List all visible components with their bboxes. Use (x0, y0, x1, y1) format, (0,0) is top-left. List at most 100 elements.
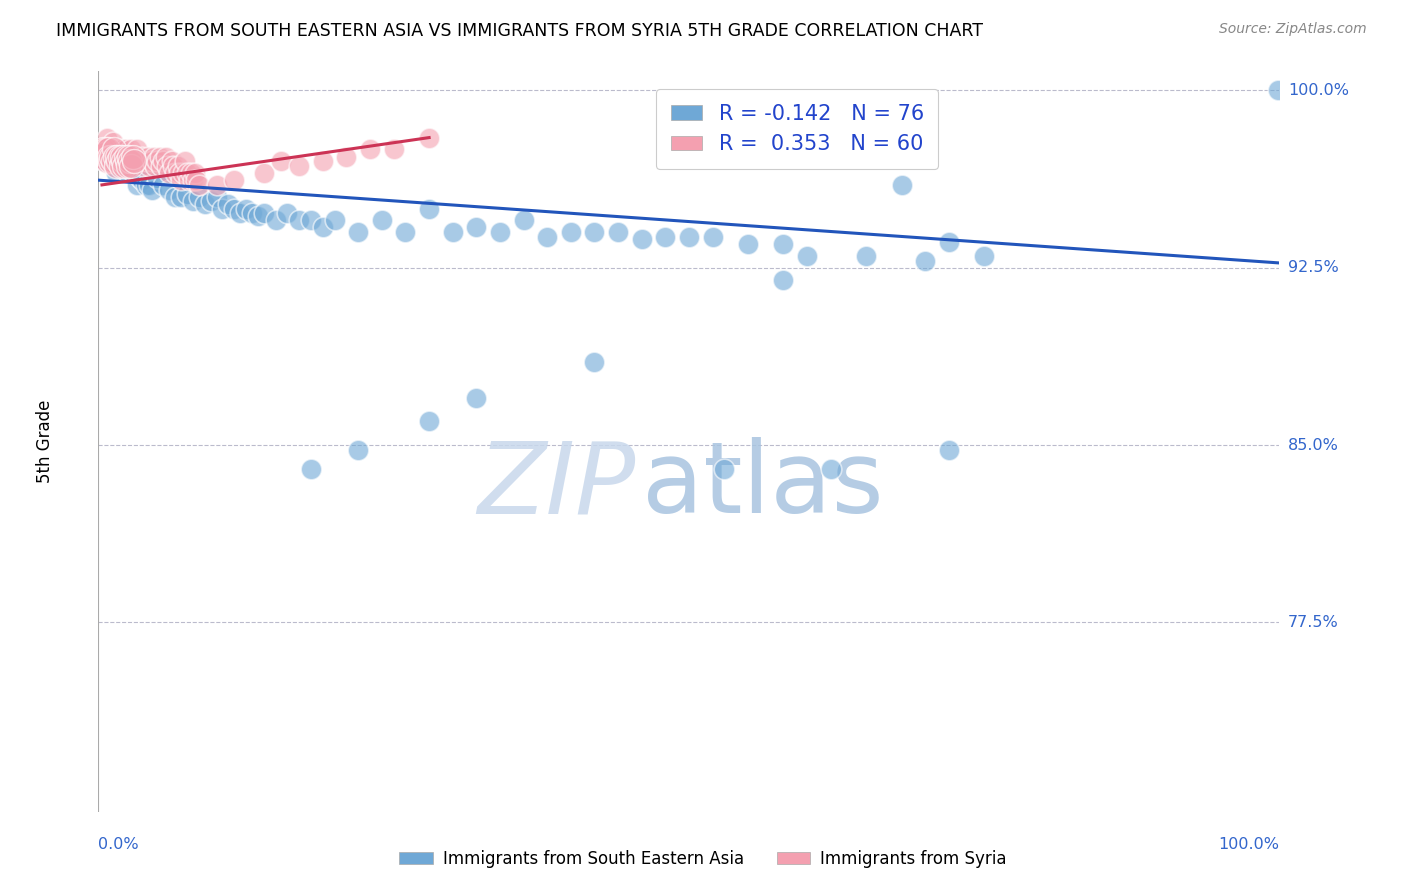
Point (299, 461, 322, 475)
Point (122, 154, 145, 169)
Point (122, 166, 145, 180)
Point (112, 154, 135, 169)
Point (122, 149, 145, 163)
Point (107, 154, 129, 169)
Point (702, 230, 724, 244)
Point (146, 170, 169, 185)
Point (127, 178, 149, 192)
Point (136, 149, 159, 163)
Point (101, 143, 124, 157)
Point (371, 213, 394, 227)
Point (465, 220, 488, 235)
Point (186, 173, 208, 187)
Point (165, 166, 187, 180)
Point (536, 230, 558, 244)
Point (172, 166, 194, 180)
Point (93, 154, 115, 169)
Point (737, 237, 759, 252)
Point (91, 143, 114, 157)
Point (105, 159, 128, 173)
Point (108, 149, 131, 163)
Point (772, 272, 794, 286)
Point (347, 225, 370, 239)
Point (112, 159, 135, 173)
Point (131, 173, 153, 187)
Point (173, 154, 195, 169)
Point (418, 414, 440, 428)
Point (121, 159, 143, 173)
Point (121, 149, 143, 163)
Point (94, 143, 117, 157)
Text: 0.0%: 0.0% (98, 837, 139, 852)
Point (142, 149, 165, 163)
Point (181, 194, 204, 209)
Point (105, 143, 128, 157)
Point (211, 202, 233, 216)
Point (97, 154, 120, 169)
Point (128, 154, 150, 169)
Point (141, 183, 163, 197)
Point (149, 149, 172, 163)
Point (157, 183, 180, 197)
Point (97, 143, 120, 157)
Point (820, 461, 842, 475)
Point (205, 178, 228, 192)
Legend: R = -0.142   N = 76, R =  0.353   N = 60: R = -0.142 N = 76, R = 0.353 N = 60 (657, 89, 938, 169)
Point (141, 154, 163, 169)
Point (179, 173, 201, 187)
Point (101, 154, 124, 169)
Point (108, 154, 131, 169)
Point (560, 225, 582, 239)
Point (118, 149, 141, 163)
Point (973, 249, 995, 263)
Point (100, 149, 122, 163)
Point (152, 178, 174, 192)
Point (264, 213, 287, 227)
Point (1267, 83, 1289, 97)
Point (107, 143, 129, 157)
Point (150, 159, 173, 173)
Point (938, 442, 960, 457)
Point (104, 149, 127, 163)
Point (97, 143, 120, 157)
Point (312, 154, 335, 169)
Point (276, 206, 298, 220)
Point (176, 187, 198, 202)
Point (162, 159, 184, 173)
Point (111, 143, 134, 157)
Point (382, 143, 405, 157)
Point (143, 159, 166, 173)
Point (120, 154, 142, 169)
Point (630, 232, 652, 246)
Point (128, 170, 150, 185)
Point (654, 230, 676, 244)
Point (96, 130, 118, 145)
Text: 85.0%: 85.0% (1288, 438, 1339, 452)
Point (288, 159, 311, 173)
Point (152, 154, 174, 169)
Point (131, 149, 153, 163)
Point (107, 149, 129, 163)
Point (110, 159, 132, 173)
Point (465, 391, 488, 405)
Point (132, 159, 155, 173)
Point (607, 225, 630, 239)
Point (359, 143, 381, 157)
Point (253, 206, 276, 220)
Point (394, 225, 416, 239)
Text: ZIP: ZIP (478, 437, 636, 534)
Point (166, 159, 188, 173)
Point (98, 154, 121, 169)
Point (181, 173, 204, 187)
Point (157, 166, 180, 180)
Point (678, 230, 700, 244)
Point (160, 154, 183, 169)
Point (98, 154, 121, 169)
Point (101, 136, 124, 150)
Point (112, 154, 135, 169)
Point (224, 173, 246, 187)
Point (115, 154, 138, 169)
Point (217, 196, 239, 211)
Point (418, 130, 440, 145)
Text: atlas: atlas (641, 437, 883, 534)
